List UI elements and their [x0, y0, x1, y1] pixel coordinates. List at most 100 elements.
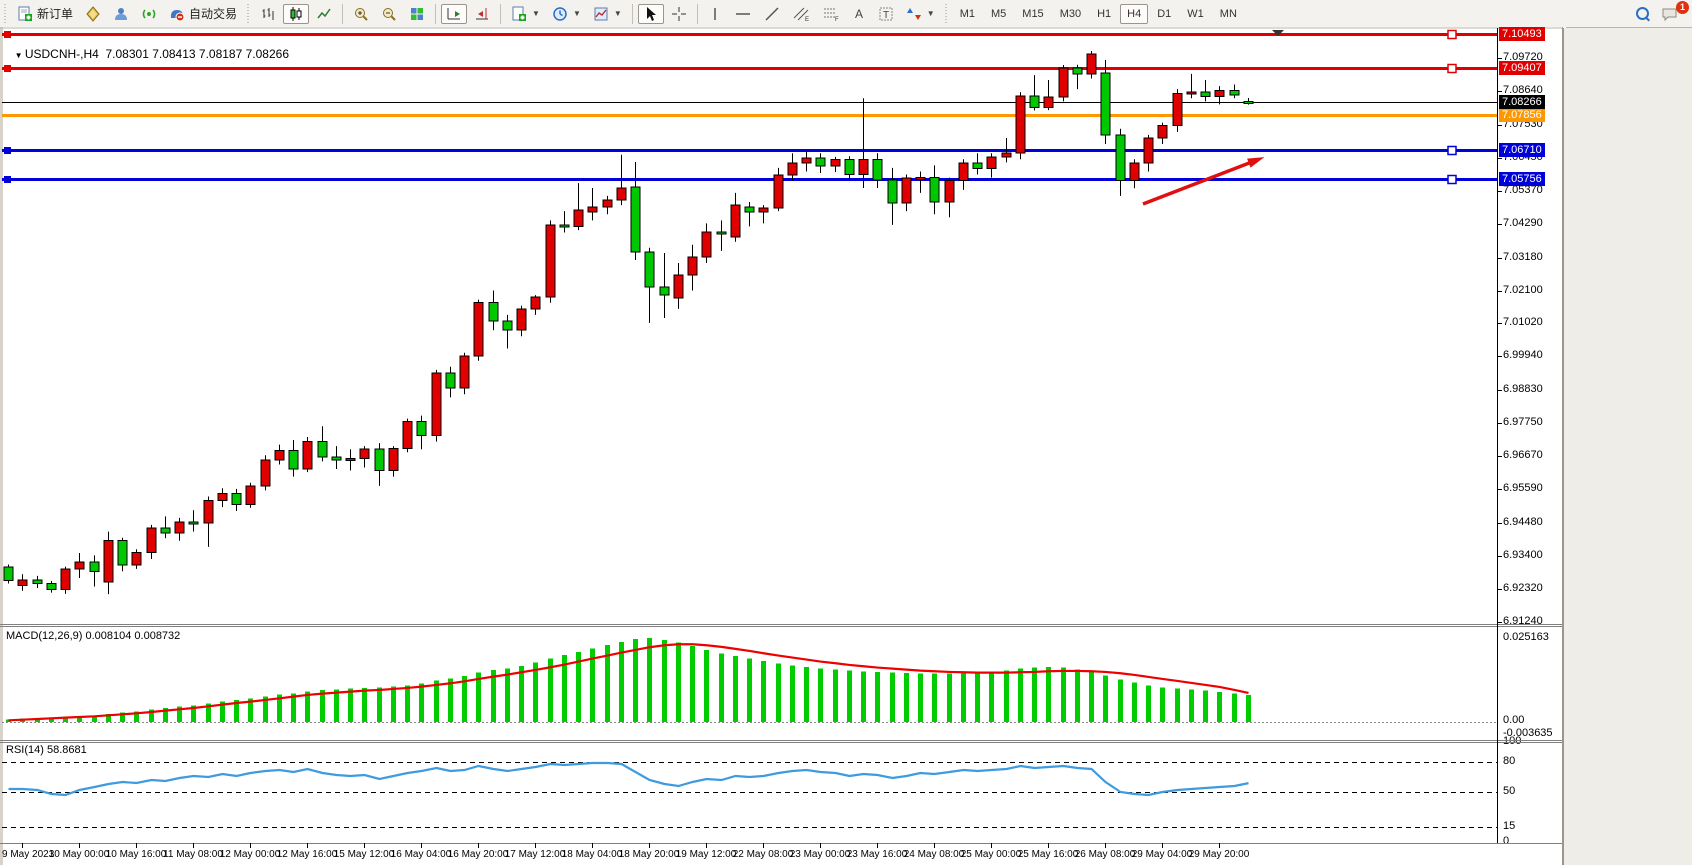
new-chart-button[interactable]: ▼ — [506, 4, 545, 24]
rsi-scale-label: 50 — [1503, 785, 1516, 797]
text-button[interactable]: A — [847, 4, 871, 24]
text-icon: A — [855, 7, 863, 21]
price-line-badge: 7.06710 — [1499, 143, 1545, 157]
channel-icon: E — [793, 7, 809, 22]
time-axis-label: 16 May 20:00 — [447, 849, 509, 860]
tab-timeframe-M5[interactable]: M5 — [991, 7, 1007, 20]
trendline-button[interactable] — [759, 4, 785, 24]
time-axis-label: 16 May 04:00 — [390, 849, 452, 860]
search-button[interactable] — [1631, 4, 1654, 24]
fibonacci-icon: F — [823, 8, 839, 22]
zoom-in-icon — [355, 7, 368, 21]
profiles-button[interactable]: ▼ — [547, 4, 586, 24]
horizontal-line-button[interactable] — [729, 4, 757, 24]
toolbar-grip[interactable] — [246, 3, 252, 24]
time-axis-label: 26 May 08:00 — [1074, 849, 1136, 860]
rsi-scale-label: 0 — [1503, 835, 1510, 847]
user-cloud-icon — [115, 7, 128, 20]
svg-text:T: T — [883, 10, 889, 21]
new-chart-caret[interactable]: ▼ — [532, 9, 540, 18]
tile-windows-button[interactable] — [404, 4, 430, 24]
price-tick-label: 6.92320 — [1503, 582, 1543, 594]
candlestick-chart-button[interactable] — [283, 3, 310, 24]
arrows-button[interactable]: ▼ — [901, 4, 940, 24]
chart-window — [0, 27, 1566, 865]
axis-ticks — [22, 58, 1502, 848]
tab-timeframe-D1[interactable]: D1 — [1157, 7, 1172, 20]
svg-text:A: A — [855, 7, 863, 21]
arrows-icon — [906, 7, 921, 20]
community-button[interactable] — [108, 4, 134, 24]
notifications-button[interactable]: 1 — [1656, 0, 1689, 24]
bar-chart-icon — [262, 7, 274, 20]
templates-button[interactable]: ▼ — [588, 4, 627, 24]
arrow-annotation[interactable] — [1142, 157, 1265, 206]
price-tick-label: 7.04290 — [1503, 217, 1543, 229]
line-chart-icon — [317, 8, 331, 18]
autoscroll-icon — [447, 7, 461, 19]
new-order-icon — [18, 6, 32, 21]
vertical-line-button[interactable] — [703, 4, 727, 24]
price-tick-label: 6.95590 — [1503, 482, 1543, 494]
chart-dropdown-marker[interactable]: ▼ — [14, 51, 25, 60]
autotrading-button[interactable]: 自动交易 — [164, 4, 242, 24]
cursor-button[interactable] — [637, 3, 664, 24]
price-tick-label: 6.97750 — [1503, 416, 1543, 428]
time-axis-label: 18 May 04:00 — [561, 849, 623, 860]
chart-shift-button[interactable] — [469, 4, 495, 24]
profiles-caret[interactable]: ▼ — [572, 9, 581, 18]
time-axis-label: 24 May 08:00 — [903, 849, 965, 860]
crosshair-button[interactable] — [666, 4, 692, 24]
time-axis-label: 25 May 00:00 — [960, 849, 1022, 860]
toolbar-grip[interactable] — [3, 3, 8, 24]
clock-icon — [553, 6, 567, 21]
templates-caret[interactable]: ▼ — [613, 9, 622, 18]
main-toolbar: 新订单 自动交易 ▼ ▼ — [0, 0, 1692, 28]
tab-timeframe-H1[interactable]: H1 — [1097, 7, 1112, 20]
tab-timeframe-H4[interactable]: H4 — [1120, 3, 1149, 24]
toolbar-grip[interactable] — [943, 3, 949, 24]
tab-timeframe-M1[interactable]: M1 — [959, 7, 975, 20]
price-tick-label: 7.02100 — [1503, 284, 1543, 296]
horizontal-level-lines[interactable] — [2, 29, 1497, 185]
line-chart-button[interactable] — [311, 4, 337, 24]
zoom-out-button[interactable] — [376, 4, 402, 24]
time-axis-label: 12 May 16:00 — [276, 849, 338, 860]
new-order-label: 新订单 — [37, 7, 74, 21]
equidistant-channel-button[interactable]: E — [787, 4, 815, 24]
macd-label: MACD(12,26,9) 0.008104 0.008732 — [6, 630, 181, 642]
tab-timeframe-W1[interactable]: W1 — [1187, 7, 1204, 20]
time-axis-label: 29 May 04:00 — [1131, 849, 1193, 860]
macd-scale-zero: 0.00 — [1503, 714, 1525, 726]
chart-header: ▼ USDCNH-,H4 7.08301 7.08413 7.08187 7.0… — [14, 47, 289, 61]
metaeditor-button[interactable] — [80, 4, 106, 24]
arrows-caret[interactable]: ▼ — [926, 9, 935, 18]
time-axis-label: 23 May 00:00 — [789, 849, 851, 860]
trendline-icon — [765, 6, 779, 21]
candlestick-chart-icon — [290, 6, 302, 21]
time-axis-label: 9 May 2023 — [2, 849, 55, 860]
price-line-badge: 7.07856 — [1499, 108, 1545, 122]
zoom-in-button[interactable] — [348, 4, 374, 24]
chart-shift-marker[interactable] — [1272, 30, 1284, 36]
rsi-line — [8, 761, 1249, 797]
workspace-empty-area — [1563, 28, 1692, 865]
macd-scale-top: 0.025163 — [1503, 631, 1549, 643]
tab-timeframe-MN[interactable]: MN — [1219, 7, 1237, 20]
tab-timeframe-M15[interactable]: M15 — [1022, 7, 1044, 20]
price-tick-label: 7.03180 — [1503, 251, 1543, 263]
fibonacci-button[interactable]: F — [817, 4, 845, 24]
macd-signal-line — [8, 643, 1249, 722]
gold-diamond-icon — [86, 5, 100, 22]
autoscroll-button[interactable] — [441, 3, 468, 24]
signals-button[interactable] — [136, 4, 162, 24]
bar-chart-button[interactable] — [255, 4, 281, 24]
new-order-button[interactable]: 新订单 — [12, 4, 78, 24]
signal-icon — [142, 8, 156, 19]
price-tick-label: 6.94480 — [1503, 516, 1543, 528]
text-label-button[interactable]: T — [873, 4, 899, 24]
tab-timeframe-M30[interactable]: M30 — [1059, 7, 1082, 20]
macd-scale-bottom: -0.003635 — [1503, 727, 1553, 739]
price-tick-label: 7.09720 — [1503, 51, 1543, 63]
